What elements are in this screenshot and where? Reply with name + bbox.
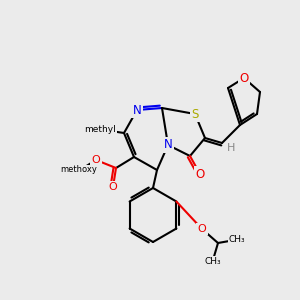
Text: S: S	[191, 107, 199, 121]
Text: O: O	[239, 71, 249, 85]
Text: H: H	[227, 143, 236, 153]
Text: O: O	[195, 167, 205, 181]
Text: O: O	[109, 182, 117, 192]
Text: N: N	[164, 139, 172, 152]
Text: methoxy: methoxy	[61, 166, 98, 175]
Text: CH₃: CH₃	[229, 235, 245, 244]
Text: N: N	[133, 103, 141, 116]
Text: CH₃: CH₃	[205, 256, 221, 266]
Text: methyl: methyl	[84, 124, 116, 134]
Text: O: O	[92, 155, 100, 165]
Text: O: O	[198, 224, 206, 234]
